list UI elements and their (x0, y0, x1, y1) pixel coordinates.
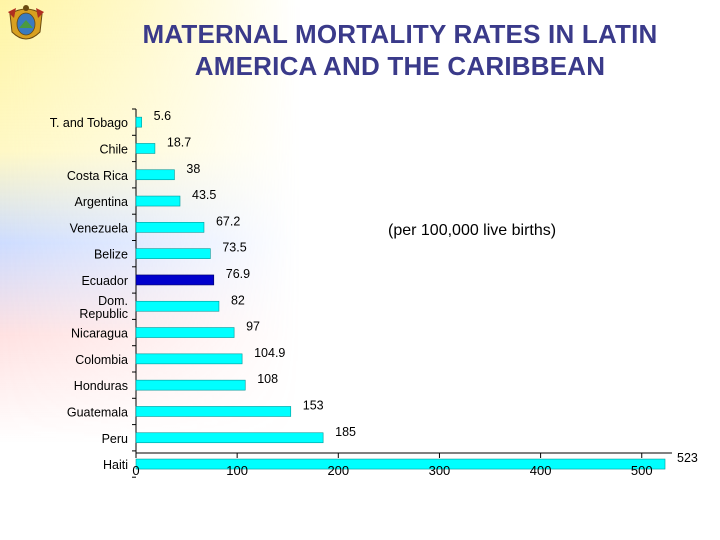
value-label: 76.9 (226, 267, 250, 281)
title-line-2: AMERICA AND THE CARIBBEAN (194, 51, 606, 81)
bar-guatemala (135, 406, 292, 417)
x-tick-label: 400 (530, 463, 552, 478)
bar-haiti (135, 458, 666, 470)
bar-belize (135, 248, 211, 259)
category-label: Guatemala (67, 405, 128, 419)
category-label: Nicaragua (71, 327, 128, 341)
category-label: Republic (79, 307, 128, 321)
bar-dom-republic (135, 300, 220, 312)
bar-costa-rica (135, 169, 175, 181)
x-tick-label: 500 (631, 463, 653, 478)
bar-colombia (135, 353, 243, 365)
category-label: Colombia (75, 353, 128, 367)
x-tick-label: 300 (429, 463, 451, 478)
value-label: 43.5 (192, 188, 216, 202)
bar-peru (135, 432, 324, 444)
value-label: 185 (335, 425, 356, 439)
category-label: Ecuador (81, 274, 128, 288)
bar-ecuador (135, 274, 215, 286)
value-label: 5.6 (154, 109, 171, 123)
value-label: 523 (677, 451, 698, 465)
value-label: 38 (186, 162, 200, 176)
bar-t-and-tobago (135, 116, 142, 128)
bar-venezuela (135, 222, 205, 233)
category-label: Venezuela (70, 221, 128, 235)
coat-of-arms-icon (8, 5, 44, 40)
bar-chile (135, 143, 156, 154)
value-label: 67.2 (216, 214, 240, 228)
title-line-1: MATERNAL MORTALITY RATES IN LATIN (142, 19, 658, 49)
value-label: 82 (231, 293, 245, 307)
value-label: 97 (246, 320, 260, 334)
value-label: 73.5 (222, 241, 246, 255)
category-label: Belize (94, 248, 128, 262)
bar-argentina (135, 195, 181, 207)
category-label: Costa Rica (67, 169, 128, 183)
value-label: 104.9 (254, 346, 285, 360)
category-label: T. and Tobago (50, 116, 128, 130)
value-label: 18.7 (167, 135, 191, 149)
category-label: Haiti (103, 458, 128, 472)
x-tick-label: 100 (226, 463, 248, 478)
x-tick-label: 0 (132, 463, 139, 478)
bar-honduras (135, 379, 246, 391)
x-tick-label: 200 (327, 463, 349, 478)
units-note: (per 100,000 live births) (388, 222, 557, 239)
value-label: 108 (257, 372, 278, 386)
chart-title: MATERNAL MORTALITY RATES IN LATIN AMERIC… (100, 18, 700, 82)
category-label: Dom. (98, 294, 128, 308)
background-gradient (0, 0, 300, 540)
category-label: Argentina (74, 195, 128, 209)
category-label: Peru (102, 432, 128, 446)
value-label: 153 (303, 398, 324, 412)
category-label: Honduras (74, 379, 128, 393)
category-label: Chile (100, 142, 129, 156)
bar-nicaragua (135, 327, 235, 338)
